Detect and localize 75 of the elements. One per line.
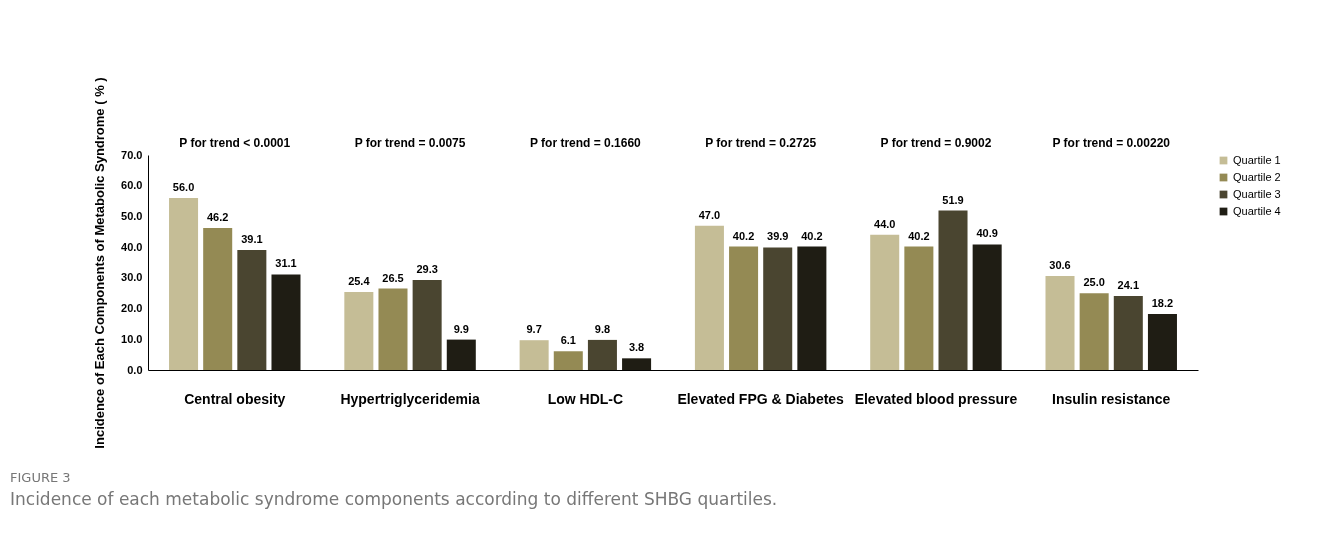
bar: [237, 249, 267, 370]
bar: [694, 225, 724, 370]
text: P for trend < 0.0001: [179, 136, 291, 150]
x-tick-label: Elevated FPG & Diabetes: [677, 390, 845, 407]
data-label: 40.2: [801, 229, 823, 242]
data-label: 39.9: [767, 230, 789, 243]
text: P for trend = 0.1660: [529, 136, 642, 150]
bar: [763, 247, 793, 370]
data-label: 29.3: [416, 263, 438, 276]
data-label: 56.0: [172, 181, 195, 193]
data-label: 46.2: [206, 211, 229, 224]
y-tick-label: 40.0: [121, 240, 143, 253]
bar: [972, 244, 1002, 370]
bar: [378, 288, 408, 370]
bar: [553, 351, 583, 370]
bar: [1147, 314, 1177, 370]
legend-label: Quartile 2: [1233, 170, 1281, 183]
bar: [446, 339, 476, 370]
y-tick-label: 70.0: [121, 148, 143, 161]
data-label: 9.7: [526, 323, 542, 336]
y-tick-label: 0.0: [127, 363, 143, 376]
bar: [870, 234, 900, 370]
bar: [622, 358, 652, 370]
data-label: 44.0: [874, 217, 896, 230]
data-label: 40.2: [732, 229, 755, 242]
y-tick-label: 50.0: [121, 209, 143, 222]
bar: [1113, 295, 1143, 370]
data-label: 25.0: [1083, 276, 1105, 289]
y-tick-label: 60.0: [121, 179, 143, 192]
data-label: 9.8: [594, 322, 611, 335]
bar: [938, 210, 968, 370]
bar: [203, 228, 233, 370]
bar: [344, 291, 374, 370]
text: P for trend = 0.2725: [705, 136, 817, 150]
bar: [797, 246, 827, 370]
data-label: 9.9: [453, 322, 469, 335]
bar: [1079, 293, 1109, 370]
text: Incidence of each metabolic syndrome components according to different SHBG quartiles.: [10, 489, 778, 509]
data-label: 26.5: [382, 271, 404, 284]
caption: FIGURE 3: [10, 470, 72, 485]
data-label: 18.2: [1151, 297, 1174, 310]
x-tick-label: Central obesity: [184, 390, 286, 407]
data-label: 30.6: [1049, 259, 1071, 272]
data-label: 6.1: [560, 334, 576, 347]
data-label: 3.8: [628, 341, 645, 354]
y-tick-label: 10.0: [121, 332, 143, 345]
legend-label: Quartile 3: [1233, 187, 1281, 200]
data-label: 47.0: [698, 208, 721, 221]
data-label: 31.1: [275, 257, 297, 270]
legend-label: Quartile 1: [1233, 153, 1281, 166]
bar: [412, 280, 442, 370]
text: P for trend = 0.9002: [880, 136, 992, 150]
data-label: 39.1: [241, 232, 263, 245]
bar: [1045, 276, 1075, 370]
x-tick-label: Hypertriglyceridemia: [340, 390, 480, 407]
y-tick-label: 30.0: [121, 271, 143, 284]
data-label: 40.2: [908, 229, 930, 242]
data-label: 25.4: [348, 274, 371, 287]
bar: [169, 198, 199, 370]
y-tick-label: 20.0: [121, 302, 143, 315]
data-label: 40.9: [976, 227, 998, 240]
y-axis-title: Incidence of Each Components of Metabolic Syndrome ( % ): [92, 77, 108, 449]
bar: [519, 340, 549, 370]
data-label: 24.1: [1117, 278, 1140, 291]
bar: [904, 246, 934, 370]
x-tick-label: Elevated blood pressure: [854, 390, 1018, 407]
bar: [729, 246, 759, 370]
text: P for trend = 0.0075: [354, 136, 466, 150]
bar: [587, 339, 617, 370]
data-label: 51.9: [942, 193, 964, 206]
x-tick-label: Low HDL-C: [547, 390, 624, 407]
text: P for trend = 0.00220: [1052, 136, 1171, 150]
legend-label: Quartile 4: [1233, 204, 1281, 217]
x-tick-label: Insulin resistance: [1052, 390, 1171, 407]
bar: [271, 274, 301, 370]
